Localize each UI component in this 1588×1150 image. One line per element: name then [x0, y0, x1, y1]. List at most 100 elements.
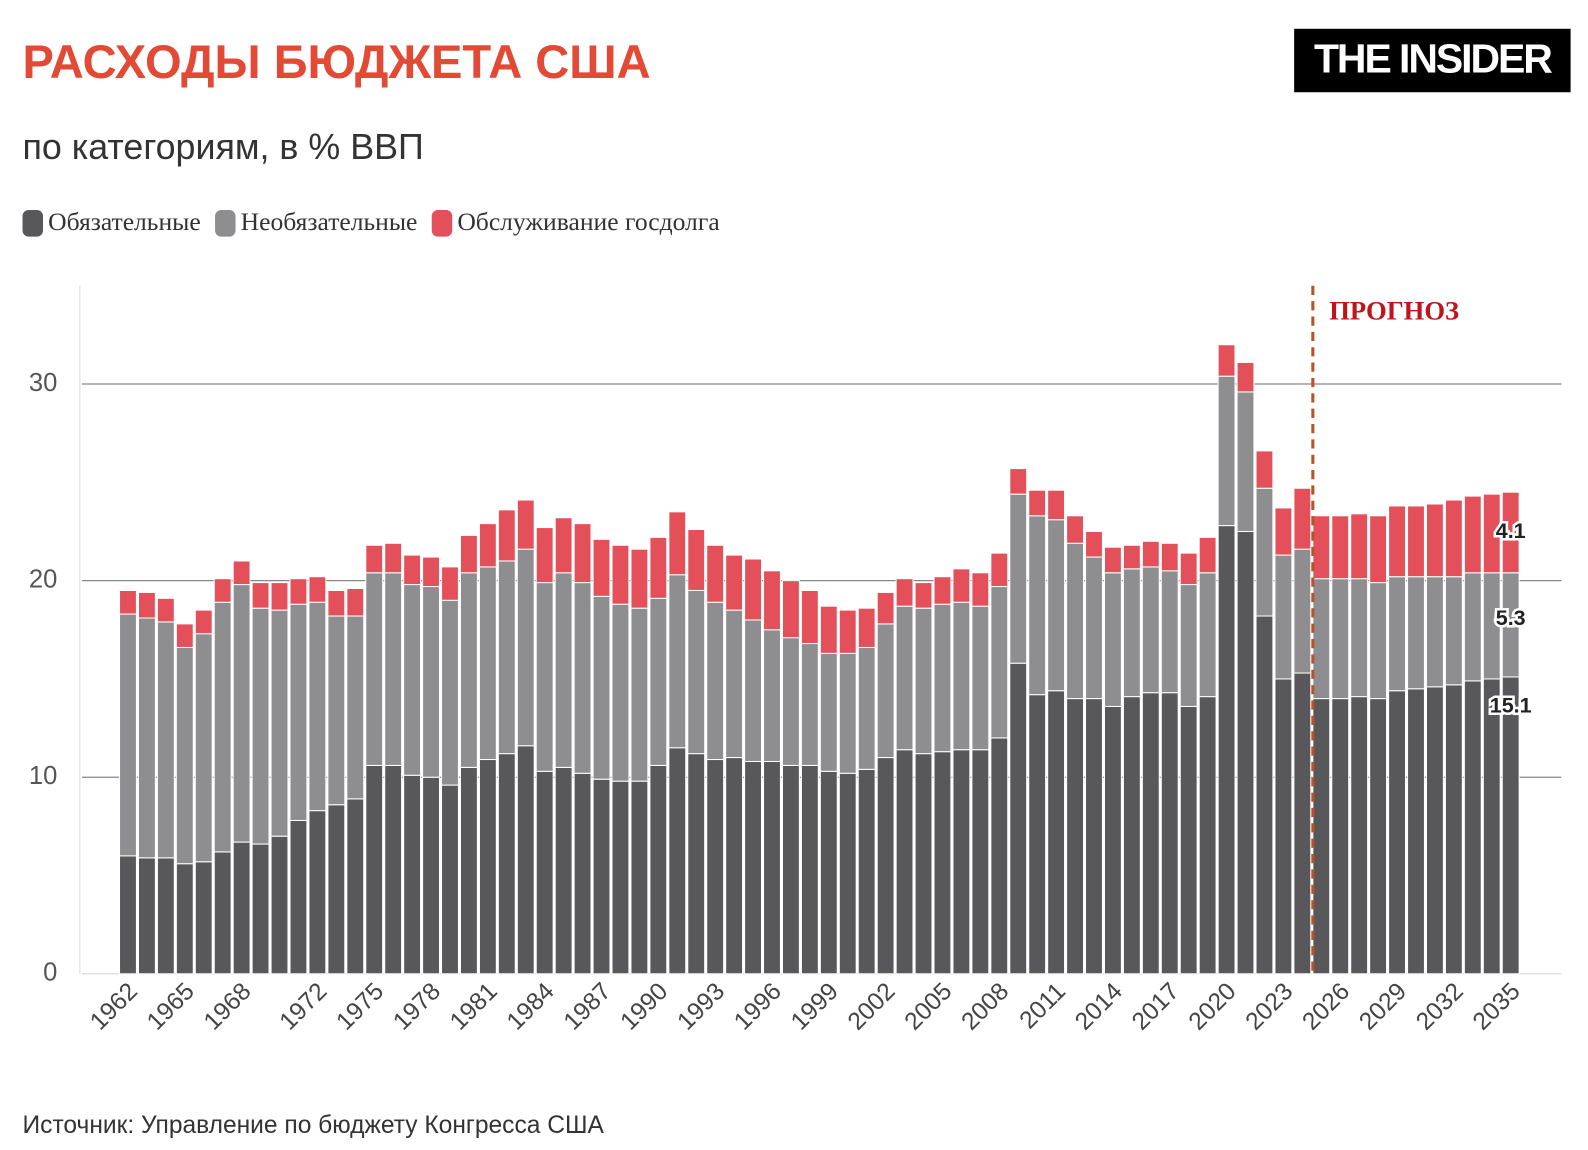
bar-segment: [1312, 515, 1331, 580]
bar-segment: [611, 780, 630, 975]
legend-swatch: [215, 209, 236, 237]
bar-segment: [1425, 503, 1444, 578]
source: Источник: Управление по бюджету Конгресс…: [23, 1112, 605, 1139]
bar-segment: [365, 572, 384, 766]
x-tick-label: 1962: [85, 978, 143, 1036]
bar-segment: [857, 646, 876, 770]
x-tick-label: 1965: [142, 978, 200, 1036]
legend-label: Необязательные: [241, 207, 418, 236]
bar-segment: [1122, 568, 1141, 698]
bar-segment: [668, 747, 687, 975]
bar-segment: [1350, 513, 1369, 580]
x-tick-label: 1981: [445, 978, 503, 1036]
bar-segment: [251, 582, 270, 609]
bar-segment: [990, 586, 1009, 739]
bar-segment: [1085, 698, 1103, 975]
bar-segment: [1369, 698, 1388, 975]
bar-segment: [706, 544, 725, 603]
bar-segment: [1236, 391, 1255, 532]
bar-segment: [422, 556, 441, 588]
bar-segment: [1103, 705, 1122, 975]
bar-segment: [1066, 542, 1085, 700]
bar-segment: [1047, 519, 1066, 692]
x-tick-label: 2026: [1297, 978, 1355, 1036]
bar-segment: [1350, 696, 1369, 975]
bar-segment: [592, 778, 611, 975]
bar-segment: [289, 578, 308, 605]
bar-segment: [971, 572, 990, 607]
bar-segment: [725, 554, 744, 611]
bar-segment: [327, 589, 346, 617]
bar-segment: [668, 574, 687, 749]
bar-segment: [592, 595, 611, 780]
bar-segment: [213, 601, 232, 853]
bar-segment: [763, 629, 781, 762]
bar-segment: [289, 603, 308, 821]
bar-segment: [554, 766, 573, 975]
bar-segment: [876, 591, 895, 625]
bar-segment: [649, 764, 668, 975]
bar-segment: [1236, 530, 1255, 975]
bar-segment: [1407, 576, 1425, 690]
bar-segment: [933, 751, 952, 975]
bar-segment: [213, 851, 232, 975]
bar-segment: [232, 841, 251, 975]
logo-box: [1294, 28, 1571, 93]
bar-segment: [194, 633, 213, 863]
bar-segment: [384, 572, 403, 766]
bar-segment: [1009, 468, 1028, 495]
bar-segment: [516, 745, 535, 975]
bar-segment: [1198, 536, 1217, 574]
bar-segment: [876, 623, 895, 759]
bar-segment: [308, 810, 327, 975]
bar-segment: [478, 759, 497, 975]
y-tick-label: 30: [29, 369, 57, 397]
bar-segment: [194, 609, 213, 635]
bar-segment: [952, 601, 971, 751]
bar-segment: [763, 570, 781, 631]
bar-segment: [1388, 505, 1407, 578]
bar-segment: [1103, 572, 1122, 707]
bar-segment: [1463, 572, 1482, 682]
bar-segment: [1407, 688, 1425, 975]
bar-segment: [1388, 690, 1407, 975]
bar-segment: [327, 804, 346, 975]
bar-segment: [1274, 507, 1293, 556]
bar-segment: [459, 534, 478, 574]
bar-segment: [838, 652, 857, 774]
x-tick-label: 1984: [502, 978, 560, 1036]
bar-segment: [1236, 361, 1255, 393]
bar-segment: [1085, 556, 1103, 700]
bar-segment: [365, 764, 384, 975]
bar-segment: [251, 843, 270, 975]
bar-segment: [1255, 615, 1274, 975]
bar-segment: [119, 855, 137, 975]
bar-segment: [441, 784, 459, 975]
bar-segment: [933, 603, 952, 753]
bar-segment: [1444, 499, 1463, 578]
bar-segment: [1160, 570, 1179, 694]
x-tick-label: 2023: [1241, 978, 1299, 1036]
bar-segment: [914, 582, 933, 609]
bar-segment: [592, 538, 611, 597]
bar-segment: [308, 576, 327, 603]
x-tick-label: 1978: [388, 978, 446, 1036]
bar-segment: [535, 582, 554, 772]
x-tick-label: 1975: [331, 978, 389, 1036]
x-tick-label: 2014: [1070, 978, 1128, 1036]
bar-segment: [422, 586, 441, 778]
bar-segment: [232, 584, 251, 843]
bar-segment: [1009, 493, 1028, 664]
bar-segment: [857, 607, 876, 648]
bar-segment: [175, 623, 194, 648]
bar-segment: [1122, 544, 1141, 570]
bar-segment: [1141, 566, 1160, 694]
bar-segment: [1388, 576, 1407, 692]
bar-segment: [573, 523, 592, 584]
value-label: 4.1: [1496, 519, 1526, 543]
bar-segment: [914, 607, 933, 755]
bar-segment: [895, 578, 914, 607]
legend-swatch: [431, 209, 453, 237]
x-tick-label: 1968: [199, 978, 257, 1036]
bar-segment: [725, 757, 744, 975]
